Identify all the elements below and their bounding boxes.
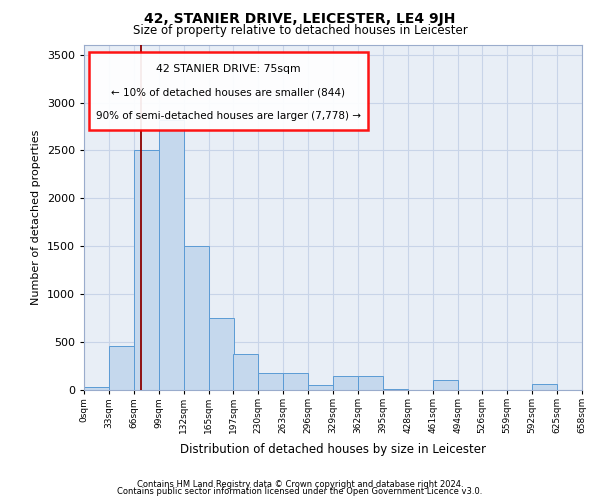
Text: 42, STANIER DRIVE, LEICESTER, LE4 9JH: 42, STANIER DRIVE, LEICESTER, LE4 9JH [145, 12, 455, 26]
Y-axis label: Number of detached properties: Number of detached properties [31, 130, 41, 305]
Bar [358, 376, 383, 390]
Text: Contains public sector information licensed under the Open Government Licence v3: Contains public sector information licen… [118, 488, 482, 496]
Bar [109, 346, 134, 390]
Bar [84, 387, 109, 390]
Text: 90% of semi-detached houses are larger (7,778) →: 90% of semi-detached houses are larger (… [96, 110, 361, 120]
FancyBboxPatch shape [89, 52, 368, 130]
Bar [383, 389, 408, 390]
Text: Contains HM Land Registry data © Crown copyright and database right 2024.: Contains HM Land Registry data © Crown c… [137, 480, 463, 489]
Bar [532, 384, 557, 390]
Text: 42 STANIER DRIVE: 75sqm: 42 STANIER DRIVE: 75sqm [156, 64, 301, 74]
Text: ← 10% of detached houses are smaller (844): ← 10% of detached houses are smaller (84… [112, 88, 346, 98]
Bar [184, 246, 209, 390]
Bar [159, 120, 184, 390]
Bar [333, 376, 358, 390]
Bar [209, 318, 234, 390]
Bar [233, 354, 258, 390]
Bar [134, 150, 159, 390]
Bar [283, 373, 308, 390]
Bar [433, 380, 458, 390]
Bar [308, 384, 333, 390]
Text: Size of property relative to detached houses in Leicester: Size of property relative to detached ho… [133, 24, 467, 37]
Text: Distribution of detached houses by size in Leicester: Distribution of detached houses by size … [180, 442, 486, 456]
Bar [258, 373, 283, 390]
